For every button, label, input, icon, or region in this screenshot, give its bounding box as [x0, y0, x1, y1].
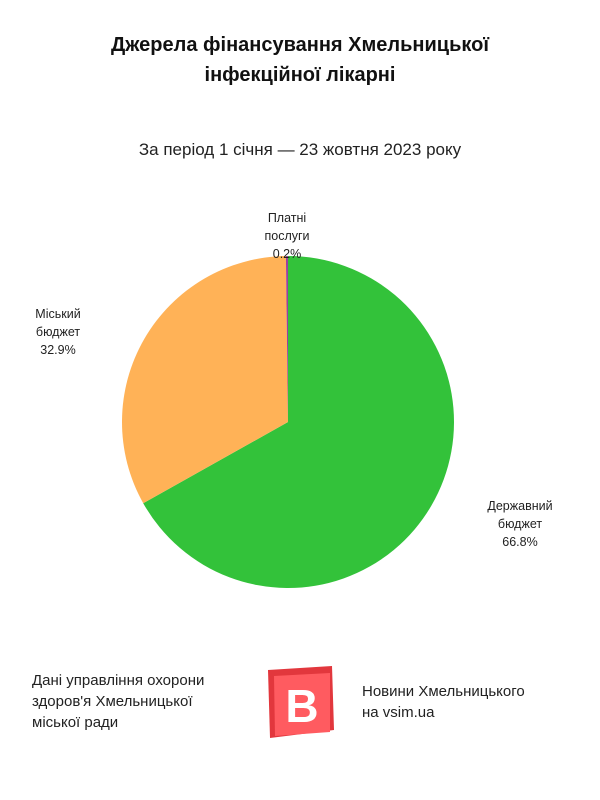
chart-subtitle: За період 1 січня — 23 жовтня 2023 року: [138, 140, 462, 159]
slice-label-2: Міський бюджет 32.9%: [35, 307, 80, 357]
source-line-2: здоров'я Хмельницької: [32, 693, 193, 710]
slice-value-label: 0.2%: [273, 247, 302, 261]
vsim-logo: B: [268, 666, 334, 738]
logo-letter: B: [285, 680, 318, 732]
slice-name-line: Платні: [268, 211, 306, 225]
slice-label-3: Платні послуги 0.2%: [264, 211, 309, 261]
pie-slice-2: [121, 256, 288, 504]
source-line-1: Дані управління охорони: [32, 672, 205, 689]
chart-title-line-1: Джерела фінансування Хмельницької: [111, 34, 489, 56]
slice-value-label: 66.8%: [502, 535, 537, 549]
pie-slices: [121, 255, 455, 588]
slice-label-1: Державний бюджет 66.8%: [487, 499, 552, 549]
slice-name-line: послуги: [264, 229, 309, 243]
slice-name-line: Державний: [487, 499, 552, 513]
source-line-3: міської ради: [32, 714, 119, 731]
slice-name-line: бюджет: [36, 325, 80, 339]
brand-line-1: Новини Хмельницького: [362, 683, 525, 700]
pie-slice-3: [285, 255, 288, 422]
chart-title: Джерела фінансування Хмельницької інфекц…: [0, 30, 600, 90]
slice-value-label: 32.9%: [40, 343, 75, 357]
slice-name-line: Міський: [35, 307, 80, 321]
pie-labels: Державний бюджет 66.8% Міський бюджет 32.9% Пл…: [35, 211, 552, 549]
slice-name-line: бюджет: [498, 517, 542, 531]
data-source-note: Дані управління охорони здоров'я Хмельни…: [32, 670, 262, 733]
chart-title-line-2: інфекційної лікарні: [204, 64, 396, 86]
pie-chart: Державний бюджет 66.8% Міський бюджет 32.9% Пл…: [35, 211, 553, 588]
pie-slice-1: [143, 256, 455, 588]
publisher-note: Новини Хмельницького на vsim.ua: [362, 681, 582, 723]
brand-line-2: на vsim.ua: [362, 704, 435, 721]
